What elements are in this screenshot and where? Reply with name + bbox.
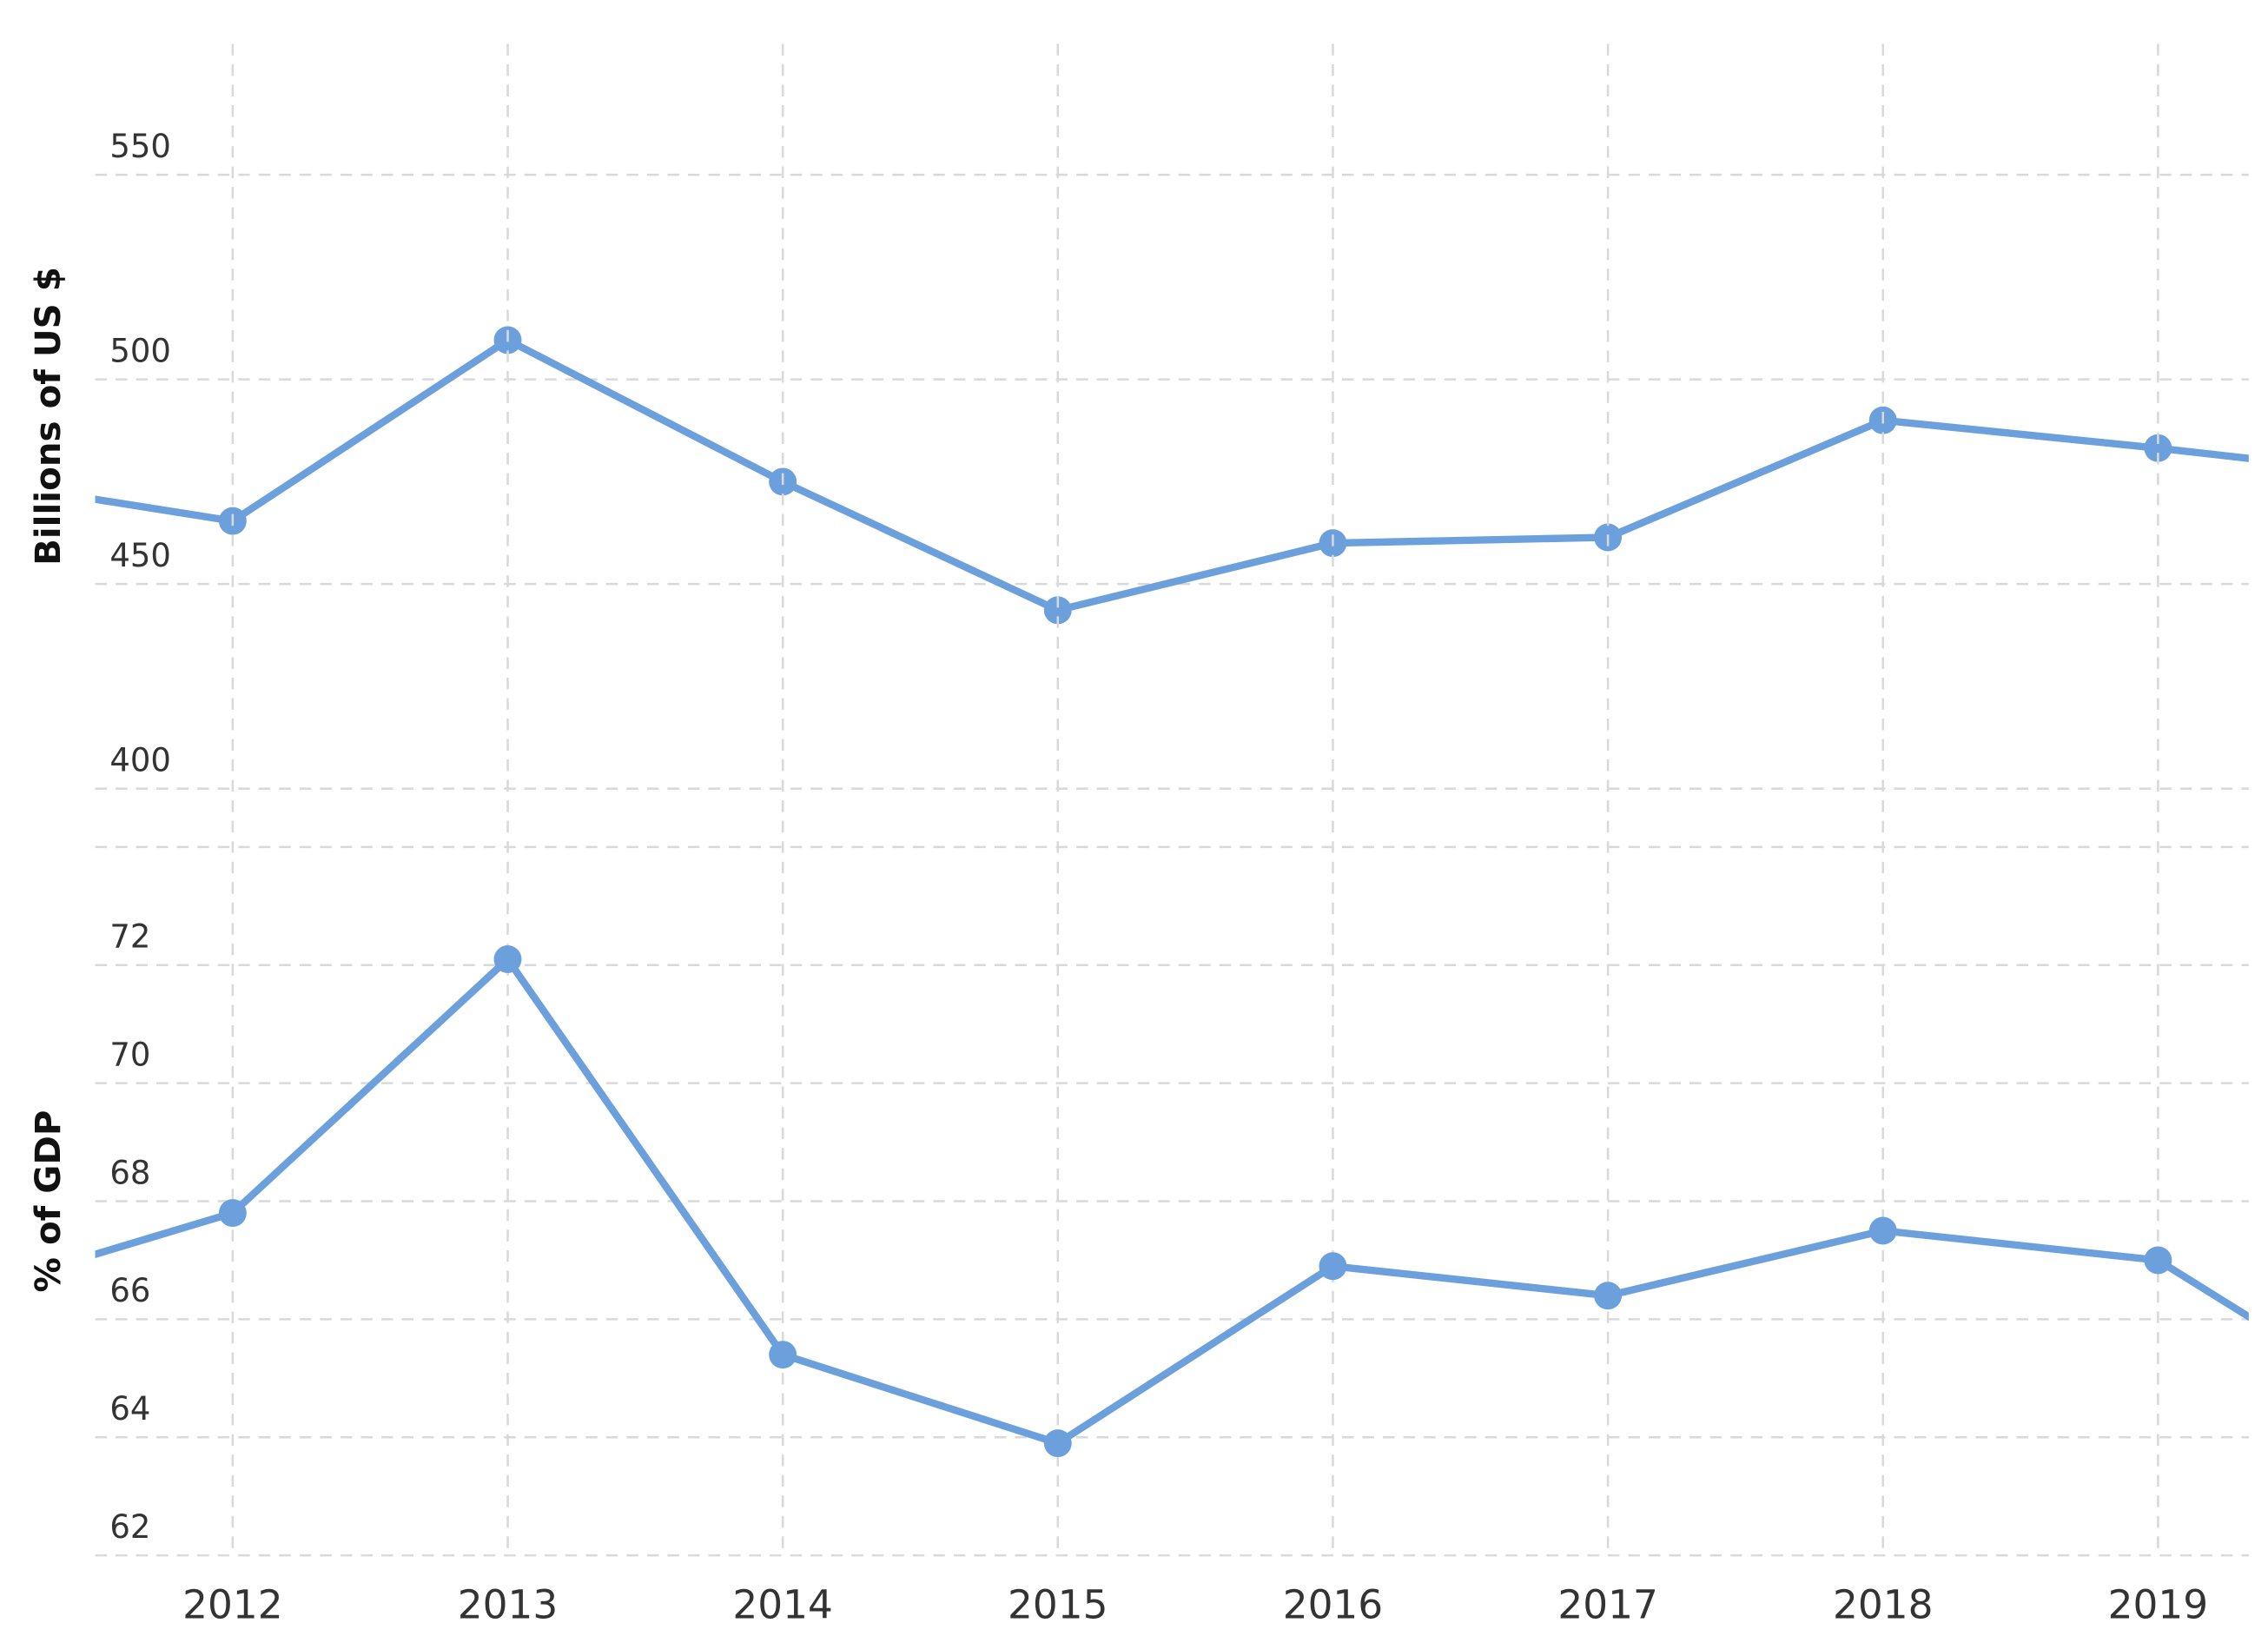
plot-area — [95, 326, 2249, 625]
x-tick-label: 2018 — [1833, 1581, 1933, 1627]
data-point — [1043, 1429, 1072, 1458]
y-tick-label: 450 — [109, 537, 171, 574]
data-point — [1319, 1252, 1347, 1281]
y-axis-label: Billions of US $ — [28, 267, 69, 566]
series-line — [95, 336, 2249, 614]
y-tick-label: 550 — [109, 128, 171, 165]
series-line — [95, 955, 2249, 1448]
data-point — [1868, 1216, 1897, 1245]
data-point — [769, 1341, 797, 1369]
y-axis-label: % of GDP — [28, 1110, 69, 1293]
data-point — [2144, 434, 2172, 462]
x-tick-label: 2016 — [1283, 1581, 1383, 1627]
plot-area — [95, 945, 2249, 1458]
data-point — [1594, 1282, 1623, 1310]
data-point — [1043, 596, 1072, 625]
x-tick-label: 2017 — [1557, 1581, 1657, 1627]
x-tick-label: 2014 — [732, 1581, 832, 1627]
data-point — [218, 1199, 247, 1228]
y-tick-label: 68 — [109, 1154, 150, 1191]
y-tick-label: 400 — [109, 742, 171, 779]
y-tick-label: 70 — [109, 1036, 150, 1073]
data-point — [2144, 1246, 2172, 1275]
x-tick-label: 2019 — [2108, 1581, 2208, 1627]
y-tick-label: 62 — [109, 1508, 150, 1546]
y-tick-label: 72 — [109, 918, 150, 956]
x-tick-label: 2015 — [1008, 1581, 1108, 1627]
data-point — [493, 945, 522, 973]
y-tick-label: 66 — [109, 1272, 150, 1309]
x-tick-label: 2013 — [458, 1581, 558, 1627]
x-tick-label: 2012 — [182, 1581, 282, 1627]
y-tick-label: 64 — [109, 1390, 150, 1428]
y-tick-label: 500 — [109, 332, 171, 369]
